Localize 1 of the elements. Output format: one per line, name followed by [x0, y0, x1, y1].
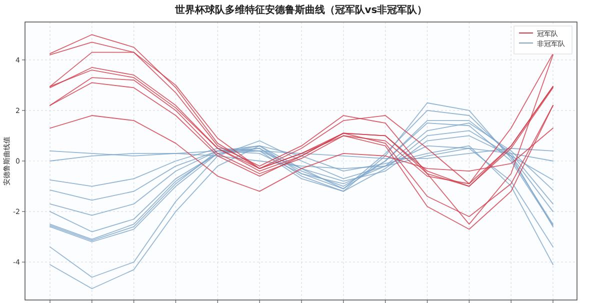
chart-title: 世界杯球队多维特征安德鲁斯曲线（冠军队vs非冠军队）	[174, 4, 428, 16]
